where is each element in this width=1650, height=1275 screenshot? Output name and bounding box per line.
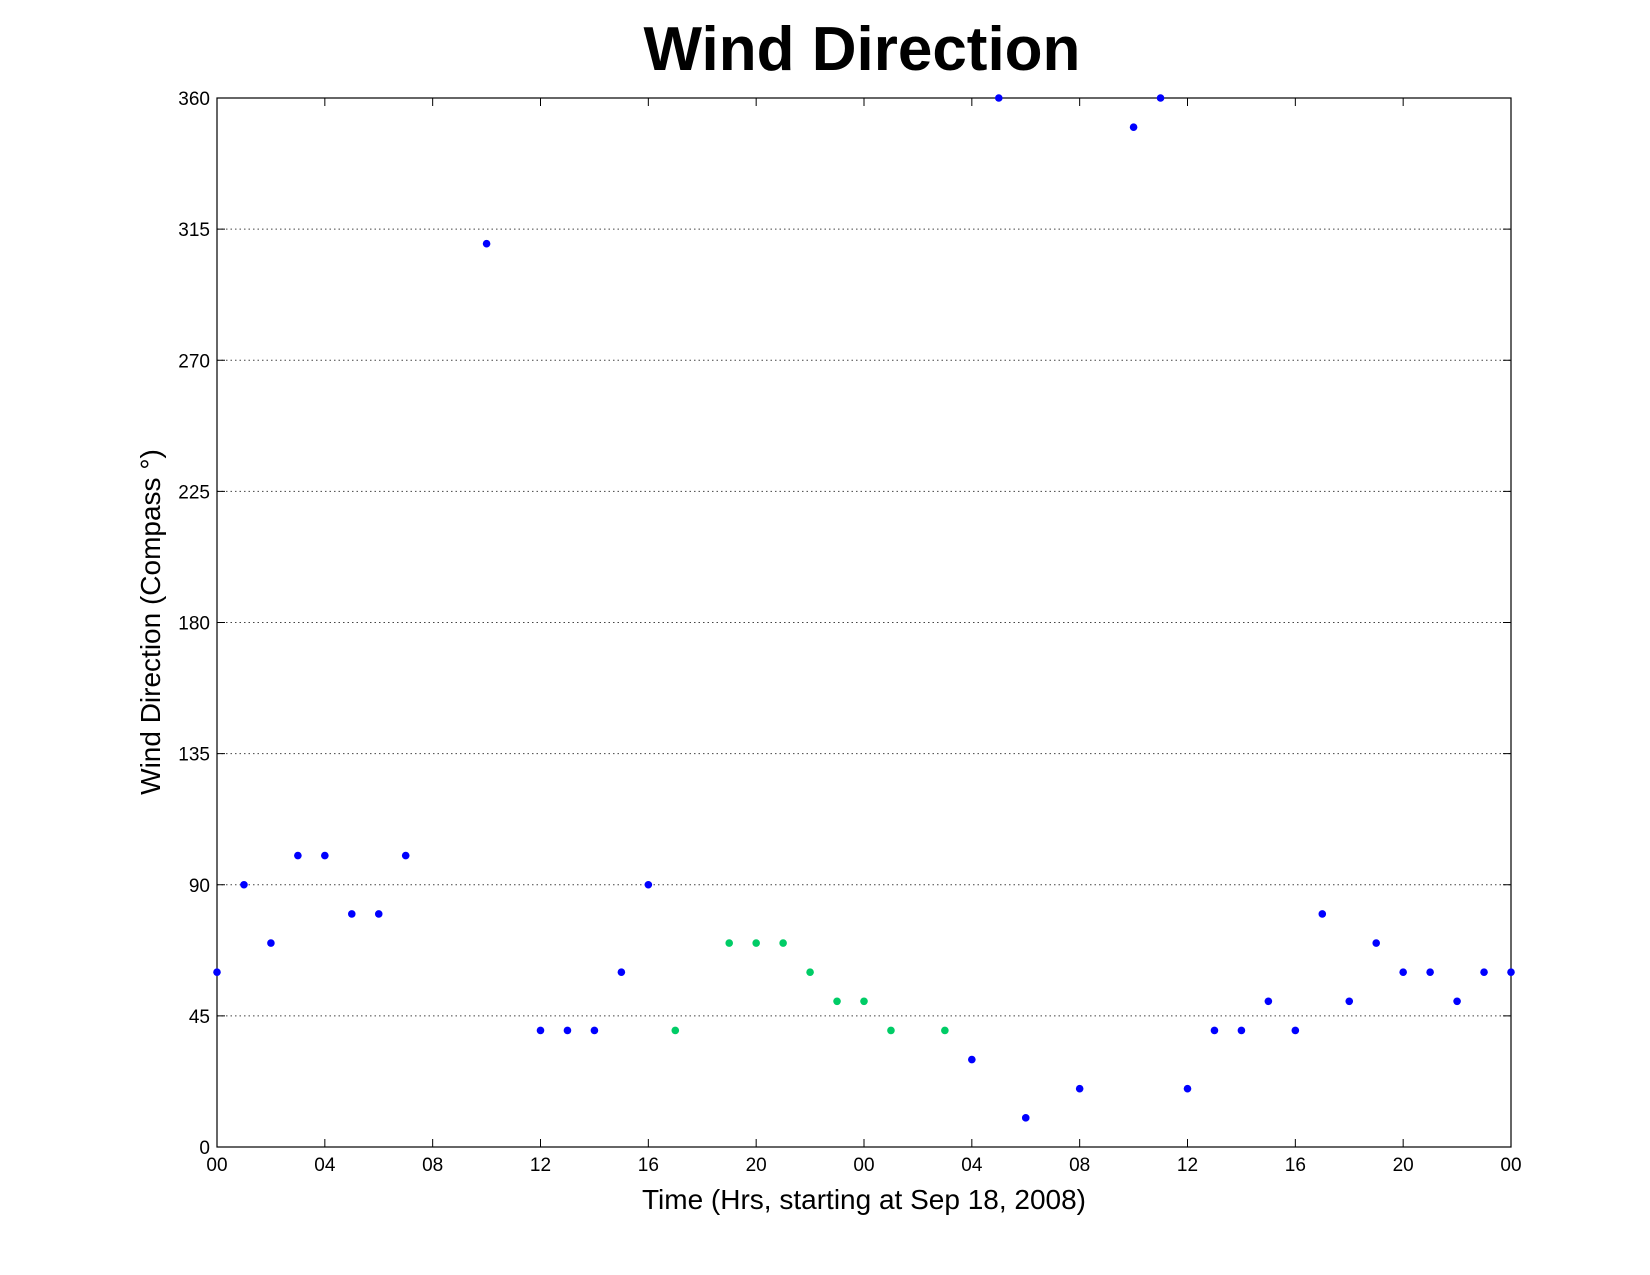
x-tick-label: 12 — [530, 1155, 551, 1176]
data-point — [725, 939, 734, 947]
x-tick-label: 12 — [1177, 1155, 1198, 1176]
data-point — [1345, 997, 1354, 1006]
x-tick-label: 08 — [1069, 1155, 1090, 1176]
data-point — [1480, 968, 1488, 976]
x-tick-label: 04 — [961, 1155, 983, 1176]
y-tick-label: 0 — [199, 1138, 210, 1159]
y-tick-label: 180 — [178, 614, 210, 635]
data-point — [321, 851, 329, 860]
data-point — [1183, 1084, 1192, 1093]
data-point — [1210, 1026, 1219, 1035]
x-tick-label: 16 — [638, 1155, 659, 1176]
x-tick-label: 00 — [1500, 1155, 1521, 1176]
x-tick-label: 04 — [314, 1155, 336, 1176]
data-point — [1507, 968, 1515, 976]
data-point — [267, 939, 275, 947]
x-tick-label: 00 — [853, 1155, 874, 1176]
data-point — [401, 851, 410, 860]
x-tick-label: 08 — [422, 1155, 443, 1176]
data-point — [1372, 939, 1381, 947]
data-point — [968, 1055, 976, 1064]
x-tick-label: 20 — [746, 1155, 767, 1176]
data-point — [213, 968, 221, 976]
data-point — [1318, 910, 1327, 918]
y-tick-label: 90 — [189, 876, 210, 897]
data-point — [1291, 1026, 1300, 1035]
y-tick-label: 45 — [189, 1007, 210, 1028]
chart-title: Wind Direction — [644, 15, 1081, 84]
data-point — [240, 880, 248, 889]
data-point — [617, 968, 626, 976]
data-point — [347, 910, 356, 918]
data-point — [833, 997, 841, 1006]
data-point — [752, 939, 760, 947]
axis-ticks: 0 45 90 135 180 225 270 315 360 00 04 08 12 16 20 00 04 0… — [178, 89, 1521, 1176]
data-point — [860, 997, 868, 1006]
data-point — [590, 1026, 599, 1035]
data-point — [482, 239, 491, 248]
data-point — [563, 1026, 572, 1035]
data-point — [1156, 94, 1165, 102]
data-point — [374, 910, 383, 918]
x-tick-label: 16 — [1285, 1155, 1306, 1176]
data-points — [213, 94, 1515, 1122]
x-axis-label: Time (Hrs, starting at Sep 18, 2008) — [642, 1184, 1086, 1215]
data-point — [671, 1026, 680, 1035]
x-tick-label: 20 — [1393, 1155, 1414, 1176]
data-point — [1075, 1084, 1084, 1093]
gridlines — [217, 228, 1511, 1017]
data-point — [1453, 997, 1461, 1006]
data-point — [1399, 968, 1407, 976]
y-tick-label: 360 — [178, 89, 210, 110]
data-point — [994, 94, 1003, 102]
y-axis-label: Wind Direction (Compass °) — [135, 449, 166, 795]
data-point — [294, 851, 302, 860]
data-point — [1021, 1114, 1030, 1122]
y-tick-label: 135 — [178, 745, 210, 766]
data-point — [806, 968, 814, 976]
data-point — [1426, 968, 1434, 976]
y-tick-label: 270 — [178, 351, 210, 372]
data-point — [1237, 1026, 1246, 1035]
data-point — [1129, 123, 1138, 131]
data-point — [779, 939, 787, 947]
x-tick-label: 00 — [206, 1155, 227, 1176]
data-point — [887, 1026, 895, 1035]
y-tick-label: 225 — [178, 482, 210, 503]
data-point — [1264, 997, 1273, 1006]
data-point — [644, 880, 653, 889]
y-tick-label: 315 — [178, 220, 210, 241]
data-point — [941, 1026, 949, 1035]
data-point — [536, 1026, 545, 1035]
